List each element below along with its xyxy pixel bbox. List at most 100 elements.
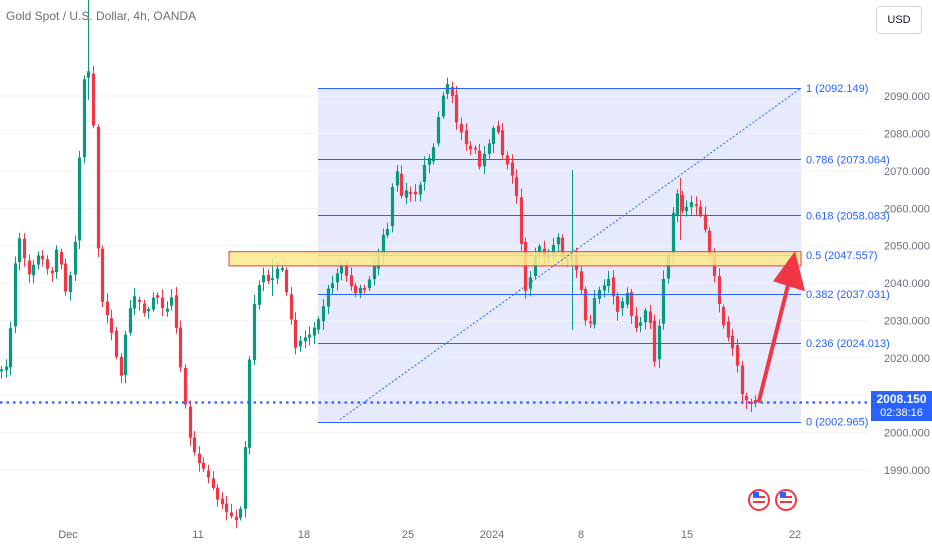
candle-body — [0, 369, 4, 372]
candle-body — [73, 241, 78, 275]
candle-body — [367, 279, 372, 289]
candle-body — [169, 297, 174, 306]
candle-body — [252, 303, 257, 360]
symbol-title: Gold Spot / U.S. Dollar, 4h, OANDA — [6, 9, 197, 23]
candle-body — [275, 268, 280, 279]
candle-body — [707, 230, 712, 255]
candle-body — [477, 150, 482, 167]
candle-body — [339, 265, 344, 274]
candle-body — [22, 238, 27, 259]
candle-body — [234, 516, 239, 521]
candle-body — [114, 330, 119, 357]
candle-body — [735, 345, 740, 366]
y-axis-tick-label: 2030.000 — [884, 315, 930, 327]
fib-level-label: 0 (2002.965) — [806, 417, 868, 429]
us-flag-icon — [753, 501, 765, 503]
candle-body — [349, 275, 354, 287]
candle-body — [404, 190, 409, 198]
candle-body — [96, 126, 101, 249]
candle-body — [395, 171, 400, 186]
candle-body — [358, 287, 363, 294]
candle-body — [671, 212, 676, 257]
x-axis-tick-label: 18 — [298, 529, 310, 541]
candle-body — [128, 308, 133, 333]
candle-body — [280, 267, 285, 270]
y-axis-tick-label: 2090.000 — [884, 91, 930, 103]
candle-body — [68, 275, 73, 293]
y-axis-tick-label: 2080.000 — [884, 129, 930, 141]
candle-body — [514, 177, 519, 196]
candle-body — [4, 366, 9, 371]
candle-body — [721, 307, 726, 326]
candle-body — [77, 157, 82, 241]
fib-level-label: 0.618 (2058.083) — [806, 210, 890, 222]
candle-body — [178, 327, 183, 368]
candle-body — [408, 191, 413, 194]
candle-body — [307, 334, 312, 338]
candle-body — [201, 462, 206, 469]
candle-body — [132, 296, 137, 309]
candle-body — [303, 337, 308, 342]
candle-body — [510, 162, 515, 176]
candle-body — [224, 503, 229, 512]
candle-body — [197, 453, 202, 464]
candle-body — [293, 319, 298, 348]
candle-body — [634, 315, 639, 329]
candle-body — [399, 173, 404, 196]
y-axis-tick-label: 2070.000 — [884, 166, 930, 178]
projection-arrow-head — [773, 251, 805, 292]
candle-body — [717, 276, 722, 305]
x-axis-tick-label: 22 — [789, 529, 801, 541]
candle-body — [137, 299, 142, 302]
candle-body — [188, 406, 193, 438]
candle-body — [372, 265, 377, 280]
candle-body — [441, 95, 446, 117]
candle-body — [50, 270, 55, 274]
candle-body — [726, 321, 731, 338]
candle-body — [625, 292, 630, 305]
candle-body — [694, 204, 699, 207]
candle-body — [59, 251, 64, 265]
candle-body — [31, 264, 36, 276]
candle-body — [427, 158, 432, 165]
us-flag-icon — [780, 492, 786, 497]
candle-body — [753, 400, 758, 403]
candle-body — [652, 320, 657, 362]
candle-body — [730, 335, 735, 349]
candle-body — [666, 255, 671, 279]
candle-body — [487, 143, 492, 154]
y-axis-tick-label: 2020.000 — [884, 353, 930, 365]
candle-body — [36, 255, 41, 265]
candle-body — [54, 249, 59, 273]
candle-body — [606, 278, 611, 287]
candle-body — [588, 321, 593, 324]
candle-body — [496, 125, 501, 133]
x-axis-tick-label: Dec — [58, 529, 78, 541]
fib-level-label: 0.786 (2073.064) — [806, 154, 890, 166]
candle-body — [257, 285, 262, 305]
candle-body — [192, 437, 197, 453]
candle-body — [298, 340, 303, 347]
candle-body — [680, 194, 685, 211]
candle-body — [675, 193, 680, 216]
candle-body — [385, 228, 390, 236]
candle-body — [247, 359, 252, 448]
candle-body — [740, 365, 745, 395]
candle-body — [160, 297, 165, 308]
candle-body — [468, 145, 473, 150]
candle-body — [123, 334, 128, 376]
candle-body — [316, 319, 321, 330]
candle-body — [431, 147, 436, 162]
candle-body — [13, 263, 18, 327]
candle-body — [243, 447, 248, 509]
candle-body — [165, 308, 170, 312]
candle-body — [266, 274, 271, 282]
candle-body — [459, 123, 464, 133]
candle-body — [82, 79, 87, 158]
candle-body — [344, 263, 349, 276]
candle-body — [109, 318, 114, 334]
candle-body — [335, 273, 340, 283]
currency-button[interactable]: USD — [876, 6, 922, 34]
us-flag-icon — [753, 492, 759, 497]
